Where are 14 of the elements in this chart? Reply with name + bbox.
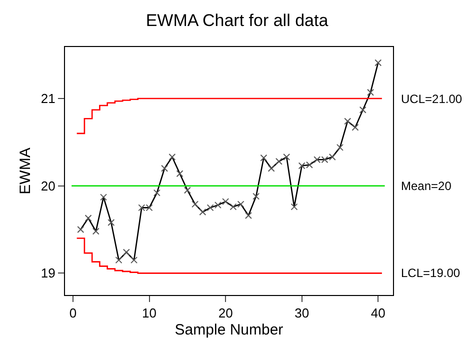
series-label: UCL=21.00	[401, 92, 462, 106]
chart-title: EWMA Chart for all data	[146, 10, 329, 30]
y-axis-title: EWMA	[17, 148, 34, 194]
ref-line-label: Mean=20	[401, 179, 452, 193]
x-axis-title: Sample Number	[174, 322, 284, 339]
y-tick-label: 20	[40, 178, 56, 194]
x-tick-label: 0	[69, 306, 77, 321]
x-tick-label: 20	[218, 306, 233, 321]
y-tick-label: 21	[40, 91, 56, 106]
x-tick-label: 10	[142, 306, 157, 321]
x-tick-label: 40	[370, 306, 386, 321]
series-label: LCL=19.00	[401, 266, 460, 280]
y-tick-label: 19	[40, 266, 56, 281]
x-tick-label: 30	[294, 306, 310, 321]
